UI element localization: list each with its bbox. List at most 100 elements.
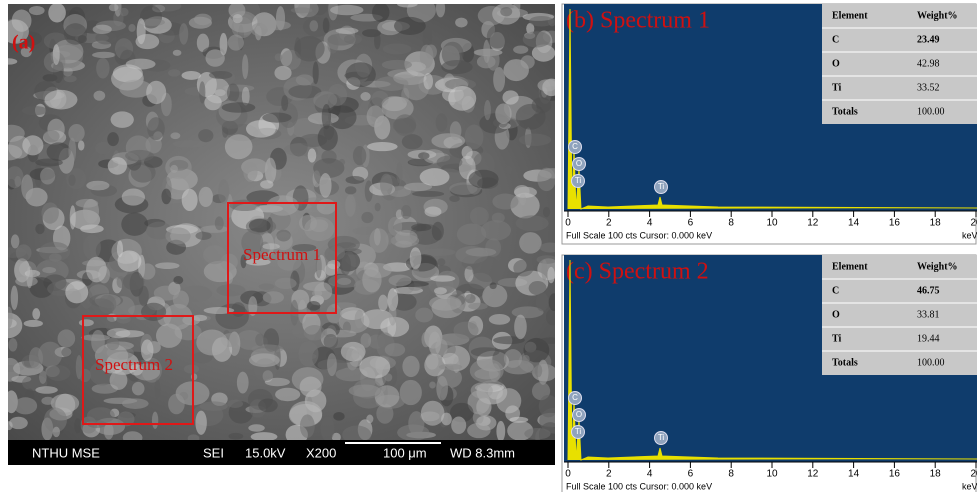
footer: Full Scale 100 cts Cursor: 0.000 keV	[566, 481, 712, 491]
texture-blob	[243, 162, 257, 182]
texture-blob	[122, 189, 145, 206]
table-cell: 46.75	[917, 285, 940, 296]
texture-blob	[394, 17, 426, 35]
texture-blob	[182, 189, 198, 211]
texture-blob	[383, 43, 412, 54]
texture-blob	[222, 102, 256, 112]
texture-blob	[397, 1, 418, 8]
texture-blob	[93, 25, 112, 34]
texture-blob	[274, 66, 291, 80]
texture-blob	[448, 86, 476, 111]
texture-blob	[468, 303, 487, 310]
texture-blob	[539, 337, 561, 344]
texture-blob	[86, 181, 109, 191]
texture-blob	[323, 17, 330, 33]
spectrum-panel: (c) Spectrum 2COTiTi02468101214161820keV…	[562, 255, 977, 492]
texture-blob	[209, 71, 232, 79]
texture-blob	[426, 353, 439, 369]
texture-blob	[389, 304, 397, 326]
texture-blob	[317, 199, 336, 214]
x-tick-label: 10	[766, 469, 778, 480]
panel-title: (b) Spectrum 1	[566, 8, 710, 34]
x-unit: keV	[962, 481, 977, 491]
texture-blob	[191, 373, 197, 380]
texture-blob	[296, 74, 314, 85]
texture-blob	[355, 310, 364, 328]
x-tick-label: 4	[647, 218, 653, 229]
texture-blob	[307, 301, 321, 311]
table-cell: 100.00	[917, 106, 945, 117]
texture-blob	[79, 319, 94, 326]
texture-blob	[203, 245, 226, 264]
texture-blob	[135, 34, 159, 49]
texture-blob	[5, 307, 12, 328]
x-tick-label: 0	[565, 469, 571, 480]
texture-blob	[276, 230, 290, 242]
table-cell: 33.81	[917, 309, 940, 320]
table-cell: Totals	[832, 357, 858, 368]
peak-label: Ti	[575, 176, 582, 185]
texture-blob	[99, 295, 117, 314]
texture-blob	[218, 179, 229, 204]
texture-blob	[109, 4, 119, 11]
texture-blob	[251, 432, 278, 441]
texture-blob	[24, 320, 43, 327]
x-tick-label: 14	[848, 218, 860, 229]
texture-blob	[310, 219, 328, 232]
texture-blob	[141, 303, 166, 321]
texture-blob	[349, 384, 381, 396]
texture-blob	[275, 278, 297, 289]
table-cell: 42.98	[917, 58, 940, 69]
texture-blob	[39, 370, 47, 384]
x-tick-label: 4	[647, 469, 653, 480]
texture-blob	[380, 174, 393, 197]
table-cell: Weight%	[917, 261, 958, 272]
texture-blob	[472, 256, 501, 282]
texture-blob	[215, 89, 226, 96]
texture-blob	[108, 157, 127, 175]
texture-blob	[83, 235, 101, 260]
x-tick-label: 20	[970, 469, 977, 480]
texture-blob	[40, 167, 55, 184]
texture-blob	[450, 121, 462, 140]
texture-blob	[429, 381, 436, 388]
texture-blob	[437, 155, 463, 168]
texture-blob	[471, 382, 493, 398]
texture-blob	[45, 90, 78, 110]
texture-blob	[107, 328, 131, 338]
texture-blob	[281, 95, 288, 111]
texture-blob	[522, 355, 529, 364]
texture-blob	[249, 353, 280, 367]
texture-blob	[260, 180, 273, 189]
texture-blob	[330, 5, 363, 15]
texture-blob	[336, 28, 359, 34]
texture-blob	[319, 173, 331, 198]
texture-blob	[412, 268, 420, 275]
texture-blob	[227, 84, 239, 103]
texture-blob	[473, 411, 484, 424]
texture-blob	[147, 117, 165, 140]
texture-blob	[378, 295, 388, 312]
texture-blob	[0, 358, 20, 382]
x-tick-label: 6	[688, 218, 694, 229]
texture-blob	[35, 386, 57, 394]
table-cell: 19.44	[917, 333, 940, 344]
texture-blob	[327, 260, 340, 269]
info-text: WD 8.3mm	[450, 445, 515, 460]
texture-blob	[395, 241, 412, 248]
x-tick-label: 16	[889, 218, 901, 229]
texture-blob	[128, 24, 135, 32]
texture-blob	[519, 134, 551, 146]
texture-blob	[385, 343, 405, 356]
table-cell: 33.52	[917, 82, 940, 93]
texture-blob	[529, 281, 547, 295]
texture-blob	[260, 20, 291, 30]
texture-blob	[47, 142, 71, 161]
texture-blob	[237, 372, 249, 394]
peak-label: Ti	[575, 427, 582, 436]
texture-blob	[194, 14, 212, 26]
texture-blob	[53, 427, 60, 438]
table-cell: C	[832, 285, 839, 296]
texture-blob	[173, 290, 189, 308]
region-label: Spectrum 1	[243, 245, 321, 264]
